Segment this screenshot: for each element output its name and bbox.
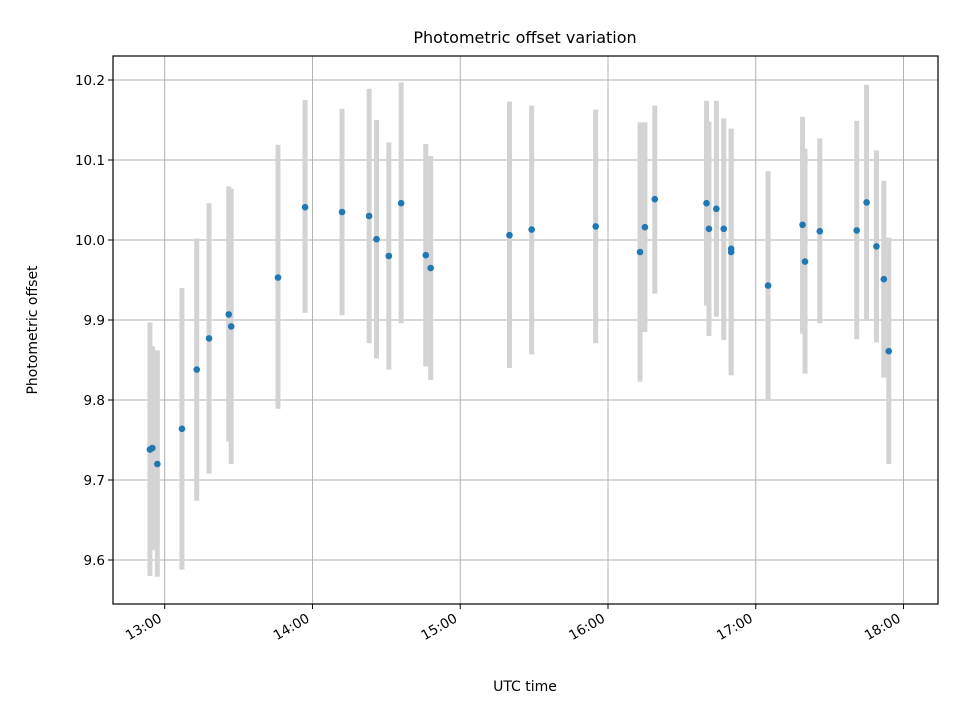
y-tick-label: 9.9	[84, 313, 105, 329]
data-point	[193, 366, 201, 373]
data-point	[338, 208, 346, 216]
data-point	[727, 245, 735, 253]
y-tick-label: 10.0	[75, 233, 105, 249]
data-point	[178, 425, 186, 433]
data-point	[880, 275, 888, 283]
data-point	[720, 225, 728, 233]
data-point	[592, 223, 599, 230]
data-point	[703, 199, 710, 207]
x-tick-label: 14:00	[271, 611, 313, 644]
data-point	[373, 235, 380, 243]
data-point	[227, 323, 235, 330]
data-point	[636, 248, 644, 256]
point-layer	[146, 195, 893, 468]
x-tick-label: 16:00	[566, 611, 608, 644]
data-point	[651, 195, 659, 203]
x-tick-label: 15:00	[419, 611, 461, 644]
data-point	[225, 311, 233, 318]
data-point	[149, 444, 156, 452]
data-point	[873, 243, 880, 250]
data-point	[385, 252, 393, 260]
y-tick-label: 10.1	[75, 153, 105, 169]
data-point	[705, 225, 713, 233]
x-tick-label: 17:00	[714, 611, 756, 644]
data-point	[205, 335, 213, 342]
data-point	[365, 212, 373, 220]
data-point	[863, 199, 870, 206]
data-point	[801, 258, 809, 265]
data-point	[713, 205, 720, 213]
data-point	[528, 226, 535, 233]
data-point	[506, 231, 513, 239]
plot-frame	[112, 55, 939, 605]
data-point	[397, 199, 405, 207]
y-tick-label: 10.2	[75, 73, 105, 89]
errorbar-layer	[147, 82, 892, 577]
data-point	[274, 274, 282, 281]
y-tick-label: 9.8	[84, 393, 105, 409]
y-tick-label: 9.6	[84, 553, 105, 569]
data-point	[799, 221, 806, 229]
data-point	[764, 282, 772, 289]
x-tick-label: 18:00	[862, 611, 904, 644]
data-point	[301, 203, 309, 211]
x-tick-label: 13:00	[123, 611, 165, 644]
y-tick-label: 9.7	[84, 473, 105, 489]
data-point	[853, 227, 861, 234]
grid-layer	[113, 56, 938, 604]
data-point	[422, 251, 430, 259]
data-point	[816, 227, 824, 235]
chart-title: Photometric offset variation	[413, 28, 636, 47]
y-axis-label: Photometric offset	[25, 265, 41, 395]
data-point	[885, 347, 893, 355]
data-point	[641, 223, 649, 231]
data-point	[154, 460, 161, 468]
x-axis-label: UTC time	[493, 679, 557, 695]
data-point	[427, 264, 434, 272]
